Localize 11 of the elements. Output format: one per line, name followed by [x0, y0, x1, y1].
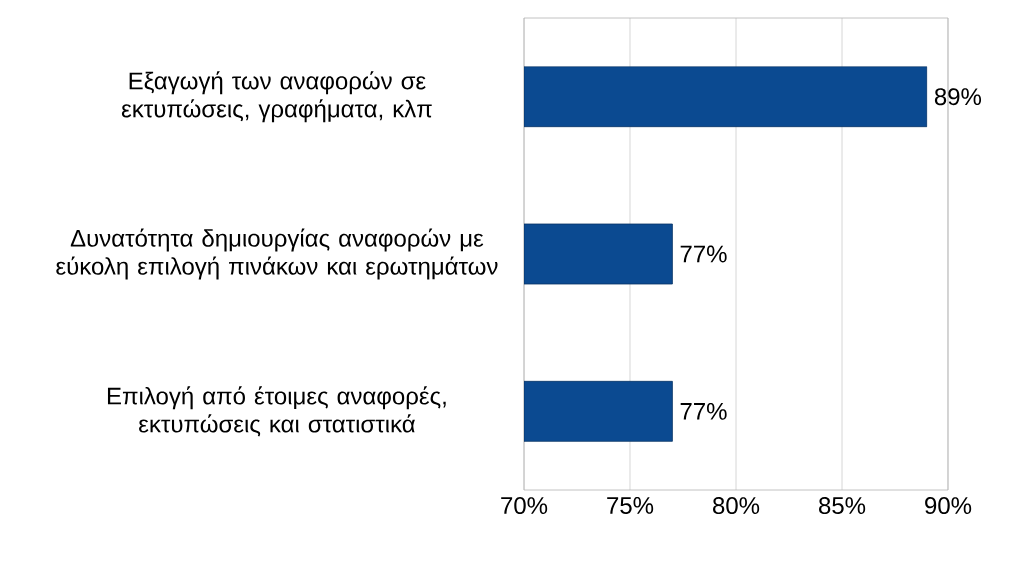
y-tick-label: Επιλογή από έτοιμες αναφορές, εκτυπώσεις και στατιστικά: [107, 386, 446, 437]
data-label: 77%: [680, 402, 727, 420]
y-tick-label: Εξαγωγή των αναφορών σε εκτυπώσεις, γραφήματα, κλπ: [121, 71, 432, 123]
data-label: 89%: [934, 88, 982, 106]
x-tick-label: 70%: [501, 497, 548, 515]
x-tick-label: 75%: [607, 497, 654, 514]
x-tick-label: 80%: [713, 497, 760, 515]
y-tick-label: Δυνατότητα δημιουργίας αναφορών με εύκολη επιλογή πινάκων και ερωτημάτων: [56, 228, 498, 280]
x-tick-label: 85%: [819, 497, 866, 515]
data-label: 77%: [680, 245, 727, 263]
x-tick-label: 90%: [925, 497, 972, 515]
